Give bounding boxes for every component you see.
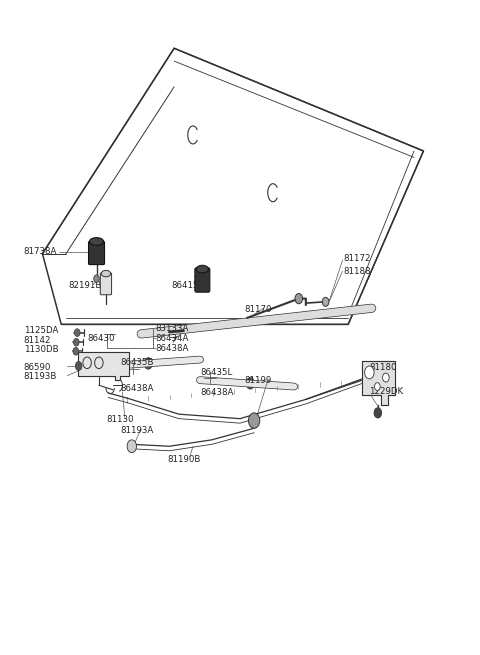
Ellipse shape (196, 265, 208, 273)
Circle shape (295, 293, 302, 304)
Polygon shape (362, 361, 395, 405)
Text: 86435L: 86435L (200, 368, 232, 377)
Text: 81188: 81188 (344, 267, 371, 276)
Text: 86434A: 86434A (156, 334, 189, 343)
Ellipse shape (89, 238, 104, 246)
Text: 86430: 86430 (87, 334, 115, 343)
Circle shape (383, 373, 389, 382)
Text: 1229DK: 1229DK (370, 387, 404, 396)
Circle shape (75, 362, 82, 371)
Text: 82191B: 82191B (68, 281, 102, 290)
Text: 81193B: 81193B (24, 373, 57, 381)
Circle shape (73, 347, 79, 355)
Text: 86435B: 86435B (120, 358, 154, 367)
Text: 81738A: 81738A (24, 247, 57, 256)
Circle shape (249, 413, 260, 428)
Text: 81130: 81130 (106, 415, 133, 424)
Circle shape (365, 366, 374, 379)
Text: 81180: 81180 (370, 363, 397, 372)
Circle shape (127, 440, 136, 453)
Circle shape (144, 358, 153, 369)
Circle shape (323, 297, 329, 307)
Circle shape (246, 377, 254, 389)
Circle shape (74, 329, 80, 337)
Text: 81193A: 81193A (120, 426, 153, 435)
Text: 86590: 86590 (24, 363, 51, 372)
Circle shape (374, 407, 382, 418)
Text: 81190B: 81190B (167, 455, 201, 464)
Text: 86438A: 86438A (120, 384, 154, 393)
Ellipse shape (101, 271, 110, 277)
Text: 81199: 81199 (245, 375, 272, 384)
Text: 81170: 81170 (245, 305, 272, 314)
FancyBboxPatch shape (88, 242, 105, 265)
Text: 81142: 81142 (24, 336, 51, 345)
Circle shape (94, 275, 99, 282)
Polygon shape (78, 352, 130, 380)
Text: 86438A: 86438A (156, 343, 189, 352)
Circle shape (73, 339, 79, 346)
Text: 83133A: 83133A (156, 324, 189, 333)
Text: 86415A: 86415A (172, 281, 205, 290)
FancyBboxPatch shape (100, 273, 111, 295)
Text: 81172: 81172 (344, 253, 371, 263)
Text: 1130DB: 1130DB (24, 345, 58, 354)
Circle shape (374, 383, 380, 390)
FancyBboxPatch shape (195, 268, 210, 292)
Text: 1125DA: 1125DA (24, 326, 58, 335)
Text: 86438A: 86438A (200, 388, 233, 398)
